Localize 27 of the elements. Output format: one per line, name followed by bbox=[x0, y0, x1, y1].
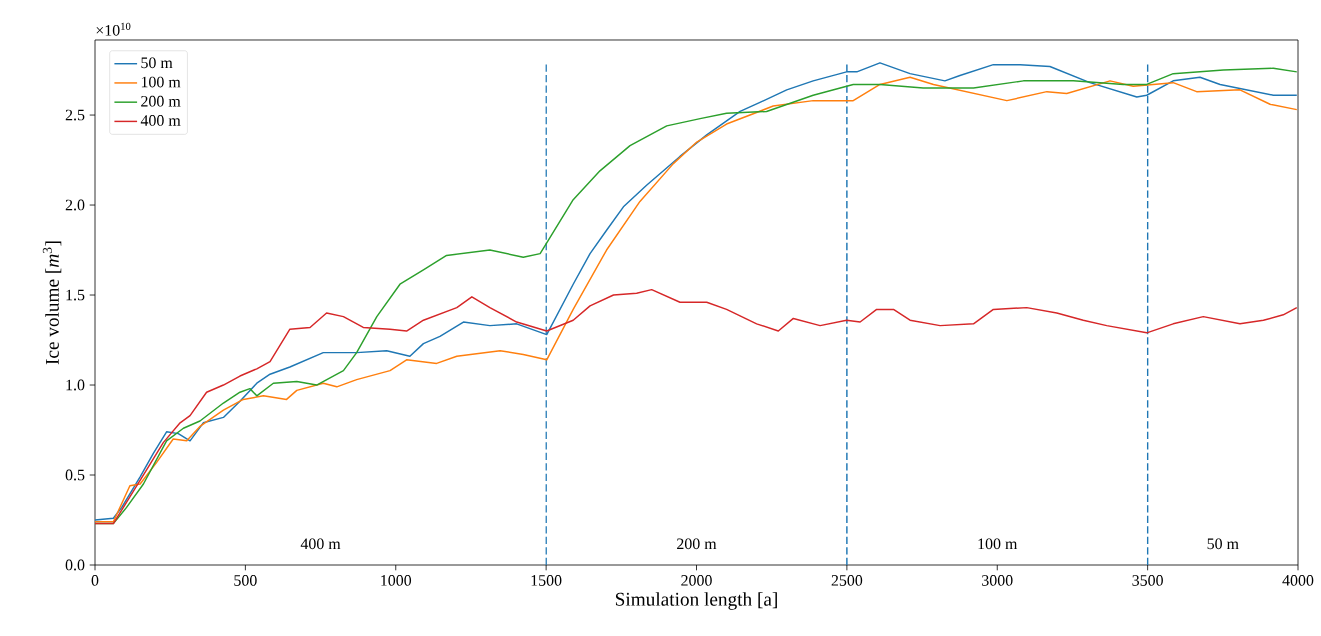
x-tick-label: 2500 bbox=[831, 575, 863, 586]
y-tick-label: 0.5 bbox=[65, 469, 85, 481]
legend-label: 200 m bbox=[141, 95, 181, 107]
line-series bbox=[95, 288, 1298, 525]
text: ×10$^{10}$ bbox=[96, 22, 131, 36]
x-tick-label: 500 bbox=[234, 575, 257, 586]
x-tick-label: 2000 bbox=[681, 575, 712, 586]
legend-label: 50 m bbox=[141, 57, 173, 69]
x-axis-title: Simulation length [a] bbox=[615, 592, 777, 610]
x-tick-label: 3500 bbox=[1132, 575, 1163, 586]
y-tick-label: 2.0 bbox=[65, 199, 85, 211]
y-tick-label: 1.5 bbox=[66, 289, 85, 301]
x-tick-label: 1500 bbox=[531, 575, 562, 586]
annotation: 50 m bbox=[1207, 538, 1239, 550]
legend-label: 100 m bbox=[141, 76, 181, 88]
annotation: 100 m bbox=[978, 538, 1018, 550]
annotation: 200 m bbox=[677, 538, 717, 550]
y-tick-label: 0.0 bbox=[65, 559, 85, 571]
y-tick-label: 1.0 bbox=[66, 379, 85, 391]
x-tick-label: 3000 bbox=[982, 575, 1013, 586]
annotation: 400 m bbox=[300, 538, 341, 550]
x-tick-label: 4000 bbox=[1282, 575, 1314, 586]
y-axis-title: Ice volume [m$^{3}$] bbox=[42, 241, 62, 365]
x-tick-label: 1000 bbox=[381, 575, 412, 586]
y-tick-label: 2.5 bbox=[65, 109, 85, 121]
legend-label: 400 m bbox=[140, 115, 181, 126]
x-tick-label: 0 bbox=[91, 575, 99, 586]
